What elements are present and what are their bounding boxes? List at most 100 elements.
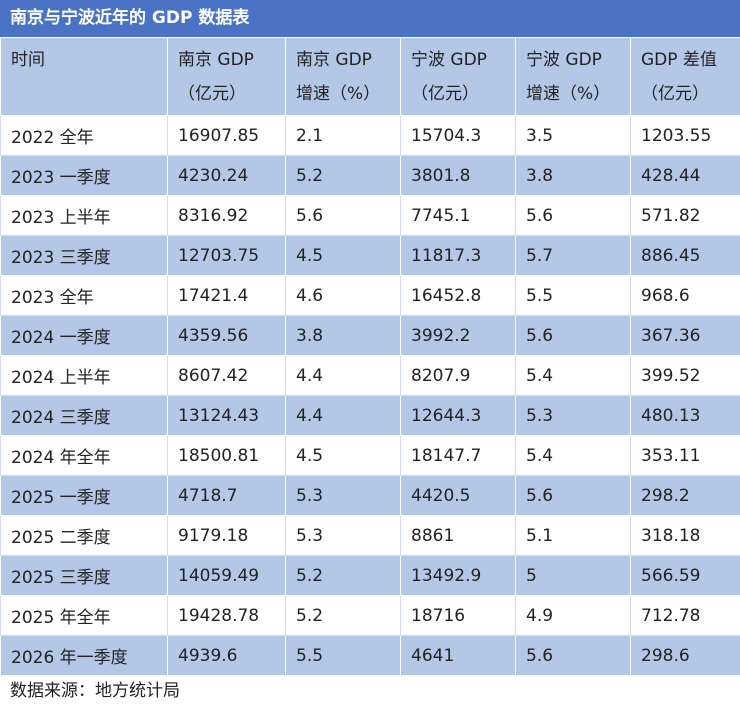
table-cell: 4.4	[286, 396, 401, 436]
table-cell: 4.5	[286, 236, 401, 276]
table-cell: 566.59	[631, 556, 740, 596]
table-cell: 298.6	[631, 636, 740, 676]
table-cell: 5	[516, 556, 631, 596]
table-cell: 4359.56	[168, 316, 286, 356]
table-cell: 2023 一季度	[1, 156, 168, 196]
table-cell: 3.5	[516, 116, 631, 156]
table-cell: 5.2	[286, 556, 401, 596]
table-cell: 2023 上半年	[1, 196, 168, 236]
table-cell: 3801.8	[401, 156, 516, 196]
table-cell: 13492.9	[401, 556, 516, 596]
table-cell: 5.6	[516, 196, 631, 236]
table-cell: 16907.85	[168, 116, 286, 156]
table-cell: 5.1	[516, 516, 631, 556]
table-cell: 2025 一季度	[1, 476, 168, 516]
header-text: （亿元）	[641, 80, 740, 114]
table-cell: 480.13	[631, 396, 740, 436]
table-cell: 2.1	[286, 116, 401, 156]
table-cell: 15704.3	[401, 116, 516, 156]
table-cell: 11817.3	[401, 236, 516, 276]
table-cell: 428.44	[631, 156, 740, 196]
table-cell: 712.78	[631, 596, 740, 636]
header-text: 南京 GDP	[296, 46, 400, 80]
table-cell: 4.5	[286, 436, 401, 476]
header-text: GDP 差值	[641, 46, 740, 80]
table-cell: 17421.4	[168, 276, 286, 316]
table-cell: 5.5	[286, 636, 401, 676]
table-cell: 16452.8	[401, 276, 516, 316]
table-cell: 4641	[401, 636, 516, 676]
table-cell: 5.2	[286, 596, 401, 636]
header-cell: GDP 差值（亿元）	[631, 38, 740, 116]
table-cell: 4420.5	[401, 476, 516, 516]
table-cell: 5.2	[286, 156, 401, 196]
table-cell: 5.6	[516, 636, 631, 676]
table-cell: 318.18	[631, 516, 740, 556]
table-cell: 2023 三季度	[1, 236, 168, 276]
table-cell: 3.8	[516, 156, 631, 196]
table-cell: 886.45	[631, 236, 740, 276]
table-cell: 5.3	[516, 396, 631, 436]
table-cell: 968.6	[631, 276, 740, 316]
table-cell: 2023 全年	[1, 276, 168, 316]
table-cell: 12644.3	[401, 396, 516, 436]
table-cell: 5.7	[516, 236, 631, 276]
table-cell: 2025 二季度	[1, 516, 168, 556]
table-cell: 8861	[401, 516, 516, 556]
header-text: 南京 GDP	[178, 46, 285, 80]
table-cell: 5.4	[516, 436, 631, 476]
table-cell: 7745.1	[401, 196, 516, 236]
table-cell: 353.11	[631, 436, 740, 476]
header-text: 增速（%）	[526, 80, 630, 114]
table-cell: 5.6	[516, 476, 631, 516]
table-cell: 3.8	[286, 316, 401, 356]
header-text: 宁波 GDP	[411, 46, 515, 80]
header-text: （亿元）	[178, 80, 285, 114]
table-cell: 4.9	[516, 596, 631, 636]
table-cell: 9179.18	[168, 516, 286, 556]
table-cell: 8607.42	[168, 356, 286, 396]
header-text: 宁波 GDP	[526, 46, 630, 80]
table-cell: 4.6	[286, 276, 401, 316]
table-cell: 2024 一季度	[1, 316, 168, 356]
table-cell: 5.3	[286, 516, 401, 556]
table-cell: 2025 三季度	[1, 556, 168, 596]
header-text: （亿元）	[411, 80, 515, 114]
table-cell: 298.2	[631, 476, 740, 516]
source-note: 数据来源：地方统计局	[0, 676, 740, 706]
table-title: 南京与宁波近年的 GDP 数据表	[0, 0, 740, 37]
table-cell: 5.6	[516, 316, 631, 356]
table-cell: 2024 上半年	[1, 356, 168, 396]
header-cell: 南京 GDP（亿元）	[168, 38, 286, 116]
table-cell: 5.5	[516, 276, 631, 316]
table-cell: 4.4	[286, 356, 401, 396]
header-text: 时间	[11, 46, 167, 80]
header-text: 增速（%）	[296, 80, 400, 114]
table-cell: 3992.2	[401, 316, 516, 356]
table-cell: 1203.55	[631, 116, 740, 156]
table-cell: 4718.7	[168, 476, 286, 516]
table-cell: 14059.49	[168, 556, 286, 596]
table-cell: 18147.7	[401, 436, 516, 476]
header-cell: 宁波 GDP（亿元）	[401, 38, 516, 116]
table-cell: 18500.81	[168, 436, 286, 476]
table-cell: 18716	[401, 596, 516, 636]
table-cell: 19428.78	[168, 596, 286, 636]
